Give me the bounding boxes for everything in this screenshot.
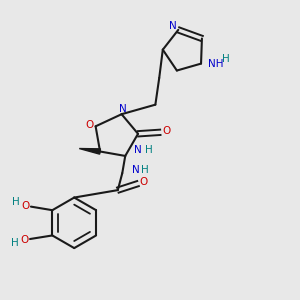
Text: H: H [12,197,19,207]
Text: N: N [132,165,140,175]
Text: H: H [141,165,148,175]
Text: NH: NH [208,59,224,69]
Text: O: O [163,126,171,136]
Text: N: N [119,104,127,114]
Text: O: O [22,201,30,211]
Text: H: H [222,54,230,64]
Text: N: N [134,145,142,155]
Text: N: N [169,21,177,31]
Polygon shape [79,148,100,154]
Text: H: H [11,238,19,248]
Text: O: O [140,177,148,187]
Text: O: O [85,120,93,130]
Text: O: O [21,235,29,245]
Text: H: H [145,145,152,155]
